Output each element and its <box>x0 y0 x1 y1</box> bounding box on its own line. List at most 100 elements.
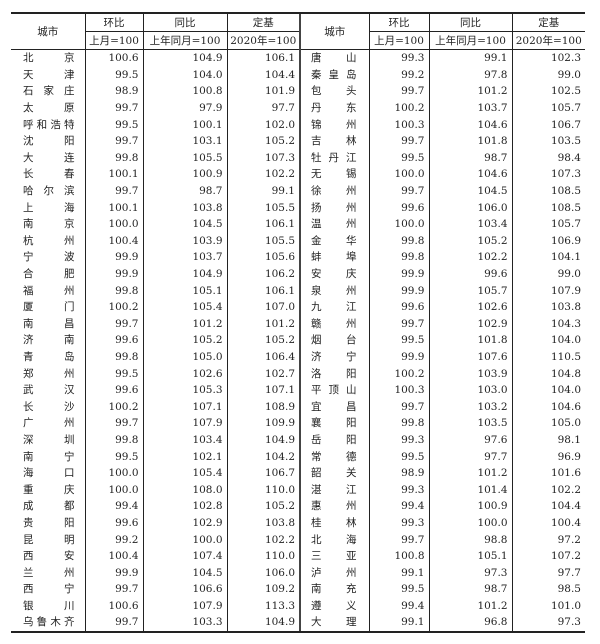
left-mom-cell: 99.5 <box>84 448 143 465</box>
left-mom-cell: 99.7 <box>84 182 143 200</box>
right-yoy-cell: 102.9 <box>428 315 512 333</box>
left-mom-cell: 100.1 <box>84 199 143 216</box>
table-row: 宁 波 99.9 103.7 105.6 蚌 埠 99.8 102.2 104.1 <box>11 249 585 266</box>
right-city-cell: 安 庆 <box>299 265 369 283</box>
left-city-cell: 西 安 <box>23 550 75 563</box>
right-yoy-cell: 97.6 <box>428 431 512 449</box>
right-base-cell: 102.5 <box>511 83 585 100</box>
left-yoy-cell: 100.8 <box>142 83 227 100</box>
right-base-cell: 104.0 <box>511 381 585 399</box>
header-base-sub-left: 2020年=100 <box>226 31 301 50</box>
right-mom-cell: 99.3 <box>368 481 429 499</box>
left-city-cell: 兰 州 <box>23 566 75 579</box>
right-mom-cell: 99.8 <box>368 232 429 250</box>
right-mom-cell: 100.8 <box>368 547 429 565</box>
table-row: 兰 州 99.9 104.5 106.0 泸 州 99.1 97.3 97.7 <box>11 564 585 581</box>
left-yoy-cell: 100.1 <box>142 116 227 133</box>
left-yoy-cell: 105.3 <box>142 381 227 399</box>
left-mom-cell: 99.7 <box>84 315 143 333</box>
table-row: 武 汉 99.6 105.3 107.1 平顶山 100.3 103.0 104.0 <box>11 381 585 399</box>
right-city-cell: 温 州 <box>299 215 369 233</box>
right-city-cell: 赣 州 <box>299 315 369 333</box>
left-mom-cell: 100.1 <box>84 166 143 183</box>
right-yoy-cell: 103.4 <box>428 215 512 233</box>
right-mom-cell: 99.7 <box>368 398 429 416</box>
left-base-cell: 105.2 <box>226 332 301 349</box>
left-mom-cell: 100.2 <box>84 398 143 416</box>
table-row: 太 原 99.7 97.9 97.7 丹 东 100.2 103.7 105.7 <box>11 99 585 117</box>
left-city-cell: 乌鲁木齐 <box>11 614 85 633</box>
table-row: 海 口 100.0 105.4 106.7 韶 关 98.9 101.2 101.6 <box>11 464 585 482</box>
left-yoy-cell: 103.8 <box>142 199 227 216</box>
right-yoy-cell: 102.2 <box>428 249 512 266</box>
right-yoy-cell: 97.8 <box>428 66 512 84</box>
header-yoy-right: 同比 <box>428 12 512 32</box>
left-base-cell: 105.5 <box>226 199 301 216</box>
right-city-cell: 遵 义 <box>299 597 369 615</box>
table-row: 天 津 99.5 104.0 104.4 秦皇岛 99.2 97.8 99.0 <box>11 66 585 84</box>
right-yoy-cell: 97.3 <box>428 564 512 581</box>
right-base-cell: 104.4 <box>511 498 585 515</box>
left-base-cell: 109.9 <box>226 415 301 432</box>
table-row: 大 连 99.8 105.5 107.3 牡丹江 99.5 98.7 98.4 <box>11 149 585 167</box>
right-city-cell: 牡丹江 <box>299 149 369 167</box>
right-base-cell: 104.3 <box>511 315 585 333</box>
table-row: 南 宁 99.5 102.1 104.2 常 德 99.5 97.7 96.9 <box>11 448 585 465</box>
left-base-cell: 106.2 <box>226 265 301 283</box>
left-mom-cell: 99.8 <box>84 149 143 167</box>
table-row: 深 圳 99.8 103.4 104.9 岳 阳 99.3 97.6 98.1 <box>11 431 585 449</box>
right-yoy-cell: 99.1 <box>428 49 512 67</box>
right-mom-cell: 99.7 <box>368 83 429 100</box>
left-mom-cell: 100.4 <box>84 547 143 565</box>
left-base-cell: 99.1 <box>226 182 301 200</box>
left-base-cell: 97.7 <box>226 99 301 117</box>
header-base-left: 定基 <box>226 12 301 32</box>
left-mom-cell: 99.4 <box>84 498 143 515</box>
left-mom-cell: 99.7 <box>84 614 143 633</box>
left-base-cell: 110.0 <box>226 547 301 565</box>
left-yoy-cell: 101.2 <box>142 315 227 333</box>
left-mom-cell: 98.9 <box>84 83 143 100</box>
right-base-cell: 100.4 <box>511 514 585 532</box>
right-mom-cell: 100.2 <box>368 365 429 382</box>
left-city-cell: 重 庆 <box>23 483 75 496</box>
right-base-cell: 98.1 <box>511 431 585 449</box>
table-row: 合 肥 99.9 104.9 106.2 安 庆 99.9 99.6 99.0 <box>11 265 585 283</box>
left-yoy-cell: 103.1 <box>142 132 227 150</box>
right-base-cell: 97.2 <box>511 531 585 548</box>
left-yoy-cell: 104.9 <box>142 49 227 67</box>
left-city-cell: 长 春 <box>23 168 75 181</box>
right-city-cell: 九 江 <box>299 298 369 316</box>
right-base-cell: 108.5 <box>511 199 585 216</box>
right-mom-cell: 100.3 <box>368 116 429 133</box>
right-city-cell: 岳 阳 <box>299 431 369 449</box>
right-city-cell: 洛 阳 <box>299 365 369 382</box>
table-row: 上 海 100.1 103.8 105.5 扬 州 99.6 106.0 108.5 <box>11 199 585 216</box>
left-city-cell: 合 肥 <box>23 268 75 281</box>
table-row: 郑 州 99.5 102.6 102.7 洛 阳 100.2 103.9 104.8 <box>11 365 585 382</box>
right-city-cell: 常 德 <box>299 448 369 465</box>
header-city-right: 城市 <box>299 12 369 50</box>
right-base-cell: 97.7 <box>511 564 585 581</box>
right-base-cell: 105.7 <box>511 215 585 233</box>
left-mom-cell: 99.8 <box>84 282 143 299</box>
left-yoy-cell: 105.2 <box>142 332 227 349</box>
right-mom-cell: 99.1 <box>368 564 429 581</box>
left-base-cell: 104.4 <box>226 66 301 84</box>
right-base-cell: 107.9 <box>511 282 585 299</box>
right-mom-cell: 99.6 <box>368 199 429 216</box>
right-base-cell: 102.3 <box>511 49 585 67</box>
right-mom-cell: 99.7 <box>368 182 429 200</box>
left-yoy-cell: 98.7 <box>142 182 227 200</box>
right-city-cell: 北 海 <box>299 531 369 548</box>
right-mom-cell: 99.9 <box>368 348 429 366</box>
left-base-cell: 102.0 <box>226 116 301 133</box>
table-row: 福 州 99.8 105.1 106.1 泉 州 99.9 105.7 107.9 <box>11 282 585 299</box>
right-city-cell: 秦皇岛 <box>299 66 369 84</box>
left-mom-cell: 99.6 <box>84 332 143 349</box>
right-mom-cell: 99.1 <box>368 614 429 633</box>
left-city-cell: 西 宁 <box>23 583 75 596</box>
left-yoy-cell: 103.3 <box>142 614 227 633</box>
right-city-cell: 三 亚 <box>299 547 369 565</box>
right-base-cell: 105.0 <box>511 415 585 432</box>
